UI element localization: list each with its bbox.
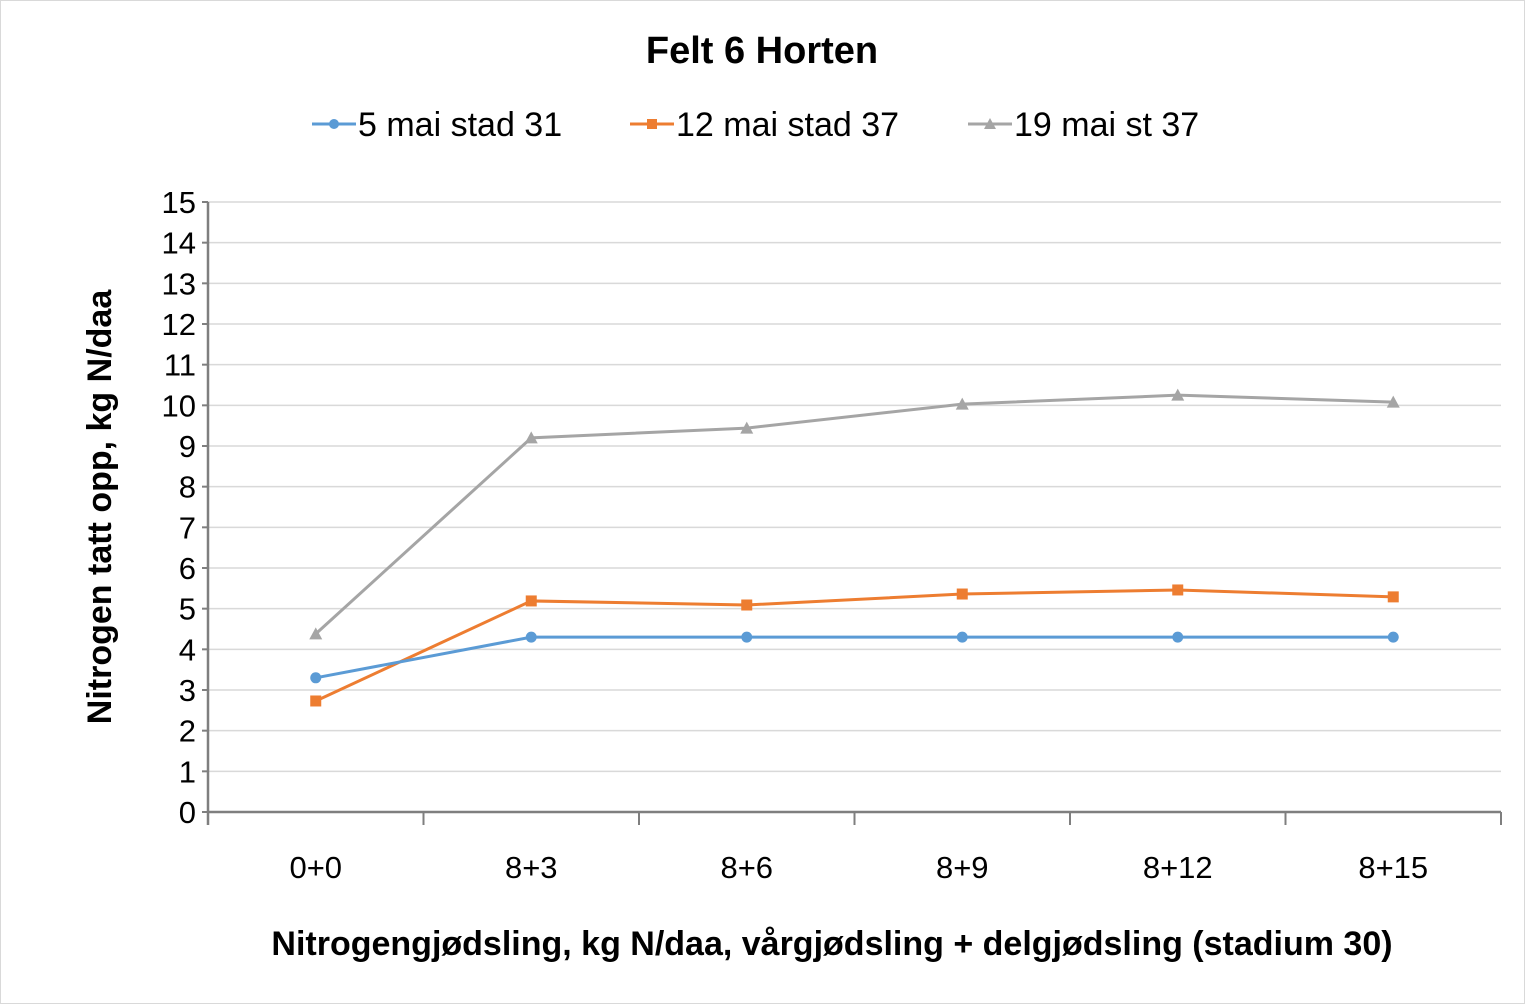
data-point-square <box>310 695 322 707</box>
y-tick-label: 14 <box>162 226 196 261</box>
data-point-circle <box>310 672 322 684</box>
x-tick-label: 8+9 <box>936 850 989 885</box>
data-point-square <box>1172 584 1184 596</box>
series-line <box>315 635 1394 680</box>
y-tick-label: 13 <box>162 266 196 301</box>
legend-item: 12 mai stad 37 <box>630 106 899 144</box>
x-tick-label: 8+6 <box>720 850 773 885</box>
legend-label: 19 mai st 37 <box>1014 106 1199 144</box>
data-point-circle <box>329 119 339 129</box>
x-tick-label: 8+12 <box>1143 850 1213 885</box>
legend-item: 5 mai stad 31 <box>312 106 562 144</box>
y-tick-label: 6 <box>179 551 196 586</box>
data-point-circle <box>1387 631 1399 643</box>
data-point-square <box>1387 591 1399 603</box>
x-tick-label: 8+15 <box>1358 850 1428 885</box>
data-point-triangle <box>955 397 969 410</box>
data-point-circle <box>1172 631 1184 643</box>
legend-label: 12 mai stad 37 <box>676 106 899 144</box>
legend-item: 19 mai st 37 <box>968 106 1199 144</box>
data-point-triangle <box>984 118 996 129</box>
y-tick-label: 11 <box>164 348 196 383</box>
y-tick-label: 8 <box>179 470 196 505</box>
data-point-triangle <box>1171 388 1185 401</box>
y-tick-label: 15 <box>162 185 196 220</box>
y-tick-label: 2 <box>179 714 196 749</box>
gridlines <box>208 201 1501 773</box>
y-axis-label: Nitrogen tatt opp, kg N/daa <box>81 289 119 725</box>
y-tick-label: 10 <box>162 388 196 423</box>
y-tick-label: 1 <box>179 754 196 789</box>
x-axis-label: Nitrogengjødsling, kg N/daa, vårgjødslin… <box>271 925 1392 963</box>
y-tick-label: 7 <box>179 510 196 545</box>
y-tick-label: 3 <box>179 673 196 708</box>
legend: 5 mai stad 31 12 mai stad 37 19 mai st 37 <box>312 106 1199 144</box>
data-point-circle <box>741 631 753 643</box>
legend-label: 5 mai stad 31 <box>358 106 562 144</box>
data-point-square <box>956 588 968 600</box>
y-tick-label: 4 <box>179 632 196 667</box>
y-tick-label: 5 <box>179 592 196 627</box>
series-5-mai-stad-31 <box>310 631 1399 684</box>
y-tick-label: 9 <box>179 429 196 464</box>
series-12-mai-stad-37 <box>310 584 1399 707</box>
y-tick-label: 0 <box>179 795 196 830</box>
chart-title: Felt 6 Horten <box>646 30 878 72</box>
data-point-triangle <box>524 431 538 444</box>
x-tick-label: 8+3 <box>505 850 558 885</box>
y-tick-label: 12 <box>162 307 196 342</box>
series-line <box>314 393 1394 635</box>
data-point-circle <box>525 631 537 643</box>
series-line <box>315 588 1394 703</box>
data-point-square <box>741 599 753 611</box>
data-point-triangle <box>740 421 754 434</box>
data-point-triangle <box>309 627 323 640</box>
data-point-square <box>525 595 537 607</box>
data-point-square <box>647 119 657 129</box>
x-tick-label: 0+0 <box>289 850 342 885</box>
series-19-mai-st-37 <box>309 388 1400 640</box>
data-point-circle <box>956 631 968 643</box>
series-group <box>309 388 1400 707</box>
data-point-triangle <box>1386 395 1400 408</box>
